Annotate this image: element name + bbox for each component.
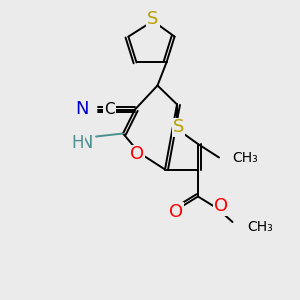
Text: C: C bbox=[104, 102, 115, 117]
Text: S: S bbox=[147, 11, 159, 28]
Text: O: O bbox=[130, 146, 144, 164]
Text: O: O bbox=[214, 197, 228, 215]
Text: N: N bbox=[80, 134, 93, 152]
Text: CH₃: CH₃ bbox=[248, 220, 273, 234]
Text: N: N bbox=[75, 100, 88, 118]
Text: O: O bbox=[169, 203, 183, 221]
Text: H: H bbox=[72, 134, 84, 152]
Text: S: S bbox=[173, 118, 184, 136]
Text: CH₃: CH₃ bbox=[232, 151, 258, 164]
